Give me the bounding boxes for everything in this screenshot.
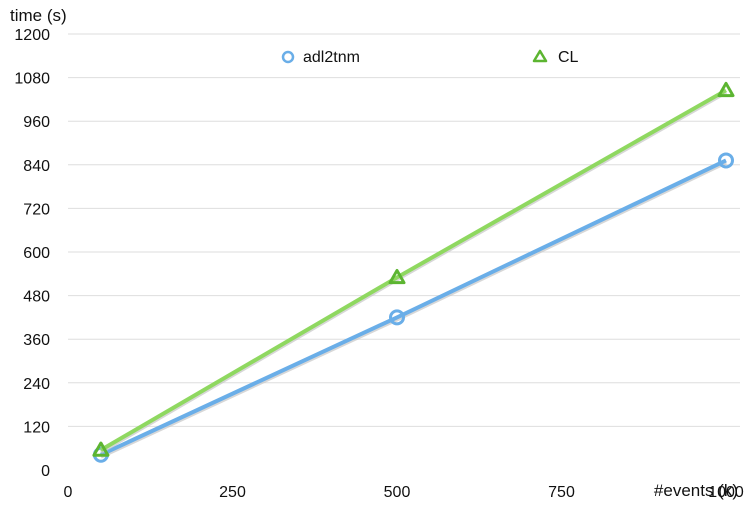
y-tick-label: 600 [23,245,50,262]
x-tick-label: 500 [384,484,411,501]
data-point [388,268,406,285]
legend-item-cl: CL [532,49,579,66]
legend-label-adl2tnm: adl2tnm [303,49,360,66]
data-point [717,81,735,98]
x-tick-label: 750 [548,484,575,501]
series-adl2tnm [92,152,734,463]
series-cl [92,81,735,457]
data-point [92,441,110,457]
y-tick-label: 240 [23,376,50,393]
legend-circle-marker [281,50,295,64]
gridlines [68,33,740,427]
y-tick-label: 360 [23,332,50,349]
data-point [718,152,734,169]
series-line [99,88,727,452]
x-tick-labels: 0 250 500 750 1000 [64,484,744,501]
x-tick-label: 250 [219,484,246,501]
y-tick-labels: 0 120 240 360 480 600 720 840 960 1080 1200 [14,27,50,480]
series-line-shadow [99,90,727,454]
series-layer [92,81,735,463]
legend-item-adl2tnm: adl2tnm [281,49,360,66]
y-tick-label: 1080 [14,71,50,88]
legend-triangle-marker [532,49,548,63]
legend: adl2tnm CL [281,49,579,66]
y-tick-label: 0 [41,463,50,480]
y-tick-label: 480 [23,289,50,306]
y-tick-label: 960 [23,114,50,131]
legend-label-cl: CL [558,49,579,66]
series-line [100,158,727,457]
y-tick-label: 840 [23,158,50,175]
x-tick-label: 0 [64,484,73,501]
y-tick-label: 120 [23,419,50,436]
x-axis-title: #events (k) [654,481,738,500]
y-tick-label: 720 [23,201,50,218]
y-tick-label: 1200 [14,27,50,44]
x-tick-label: 1000 [708,484,744,501]
y-axis-title: time (s) [10,6,67,25]
data-point [389,309,405,326]
